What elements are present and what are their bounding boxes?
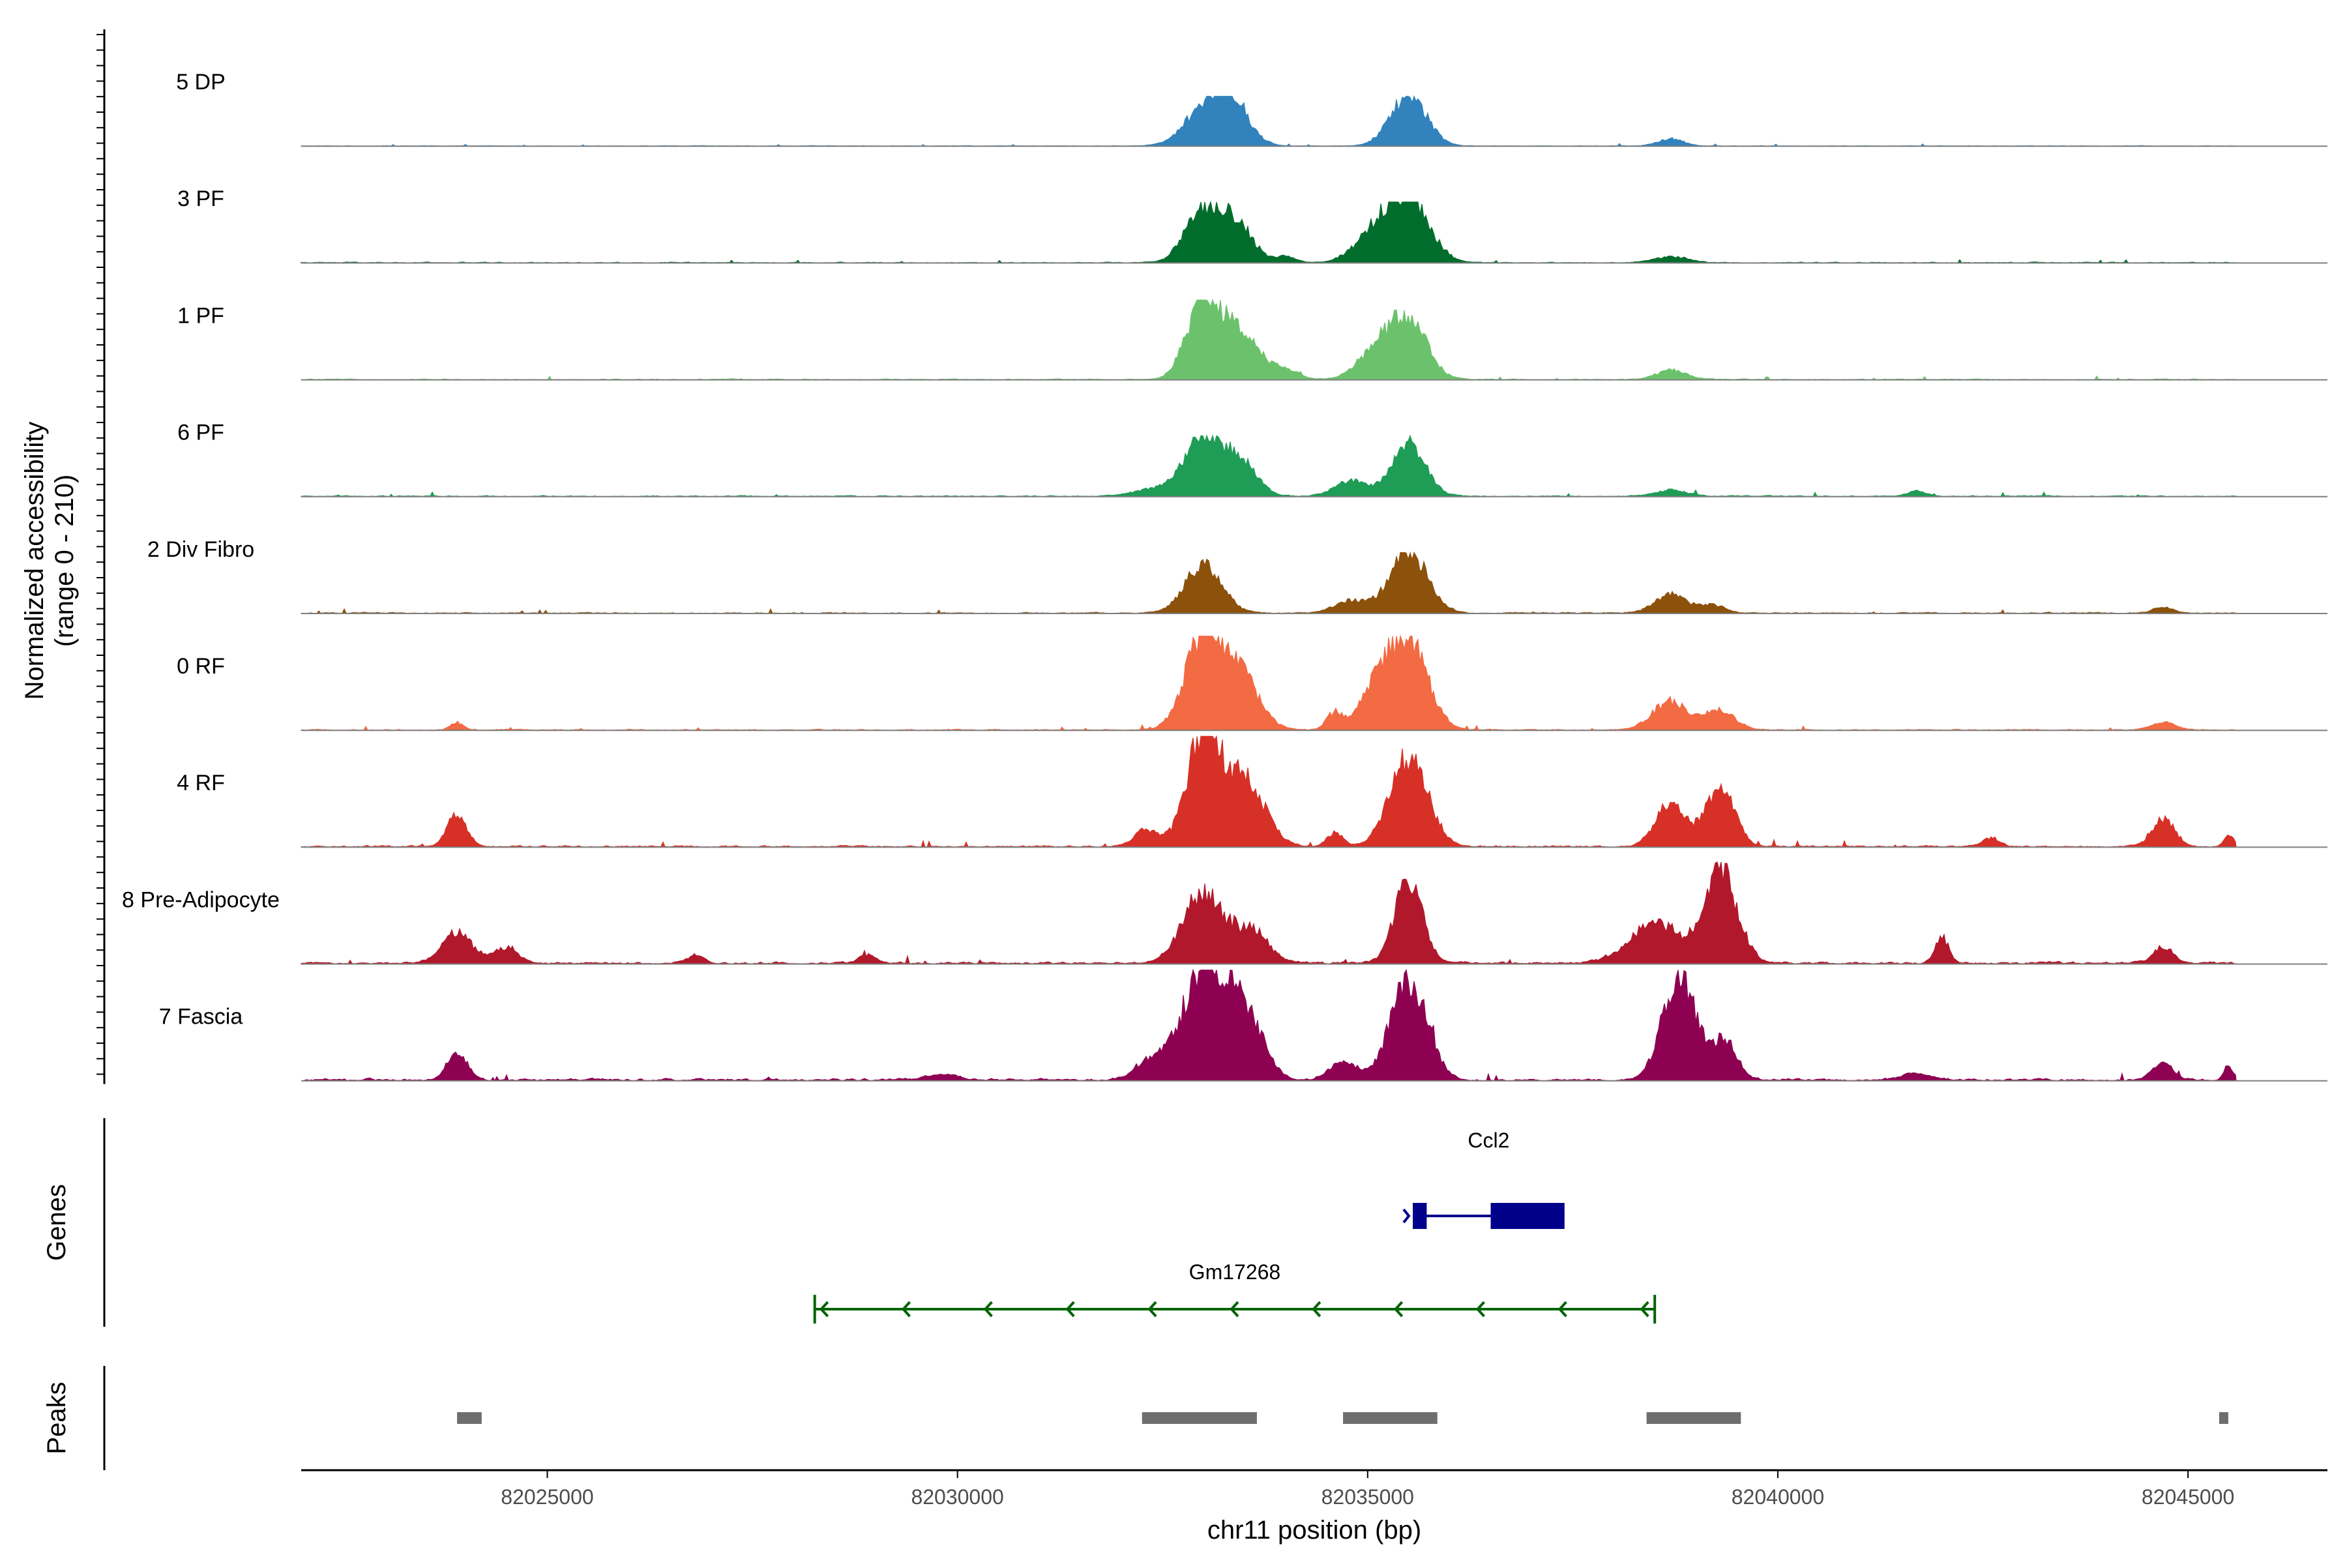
gene-exon	[1412, 1203, 1427, 1229]
track-label: 0 RF	[177, 654, 225, 679]
track-2-div-fibro: 2 Div Fibro	[147, 537, 2327, 614]
track-label: 7 Fascia	[159, 1005, 243, 1029]
track-label: 3 PF	[177, 186, 224, 211]
x-tick-label: 82030000	[911, 1485, 1003, 1509]
strand-arrow	[1230, 1301, 1239, 1318]
x-axis: 82025000 82030000 82035000 82040000 82045000…	[301, 1469, 2327, 1545]
y-axis-title-line: (range 0 - 210)	[50, 475, 79, 647]
strand-arrow	[1557, 1301, 1567, 1318]
strand-arrow	[983, 1301, 993, 1318]
track-label: 5 DP	[176, 70, 226, 95]
track-0-rf: 0 RF	[177, 634, 2327, 732]
gene-exon	[1490, 1203, 1565, 1229]
peak-region	[2219, 1412, 2228, 1424]
coverage-y-axis: Normalized accessibility(range 0 - 210)	[20, 29, 106, 1084]
track-4-rf: 4 RF	[177, 735, 2327, 848]
track-label: 1 PF	[177, 303, 224, 328]
gene-ccl2: Ccl2	[1402, 1129, 1565, 1229]
track-label: 6 PF	[177, 421, 224, 445]
track-5-dp: 5 DP	[176, 70, 2327, 147]
genes-panel: Genes Ccl2 Gm17268	[42, 1118, 1657, 1327]
track-label: 8 Pre-Adipocyte	[122, 887, 280, 912]
track-3-pf: 3 PF	[177, 186, 2327, 264]
coverage-tracks: 5 DP 3 PF 1 PF 6 PF 2 Div Fibro 0 RF 4 RF 8 Pre…	[122, 70, 2327, 1082]
x-tick-label: 82040000	[1732, 1485, 1824, 1509]
y-axis-title-line: Normalized accessibility	[20, 422, 49, 700]
strand-arrow	[1640, 1301, 1649, 1318]
peak-region	[1142, 1412, 1257, 1424]
strand-arrow	[1393, 1301, 1404, 1318]
peaks-panel: Peaks	[42, 1366, 2228, 1470]
track-1-pf: 1 PF	[177, 299, 2327, 381]
x-axis-title: chr11 position (bp)	[1207, 1516, 1421, 1545]
y-axis-title: Normalized accessibility(range 0 - 210)	[20, 422, 79, 700]
strand-arrow	[819, 1301, 829, 1318]
gene-gm17268: Gm17268	[813, 1260, 1657, 1324]
x-tick-label: 82045000	[2142, 1485, 2234, 1509]
peak-region	[1343, 1412, 1438, 1424]
strand-arrow	[1402, 1208, 1411, 1224]
strand-arrow	[901, 1301, 911, 1318]
genes-track-label: Genes	[42, 1184, 71, 1261]
peak-region	[1646, 1412, 1741, 1424]
x-tick-label: 82035000	[1321, 1485, 1414, 1509]
x-tick-label: 82025000	[501, 1485, 593, 1509]
peak-region	[457, 1412, 482, 1424]
strand-arrow	[1147, 1301, 1157, 1318]
strand-arrow	[1475, 1301, 1485, 1318]
track-label: 4 RF	[177, 771, 225, 795]
strand-arrow	[1312, 1301, 1321, 1318]
peaks-track-label: Peaks	[42, 1382, 71, 1454]
track-6-pf: 6 PF	[177, 421, 2327, 497]
track-label: 2 Div Fibro	[147, 537, 254, 562]
strand-arrow	[1065, 1301, 1075, 1318]
track-8-pre-adipocyte: 8 Pre-Adipocyte	[122, 861, 2327, 965]
track-7-fascia: 7 Fascia	[159, 968, 2327, 1082]
gene-label: Ccl2	[1468, 1129, 1509, 1152]
gene-label: Gm17268	[1189, 1260, 1281, 1284]
